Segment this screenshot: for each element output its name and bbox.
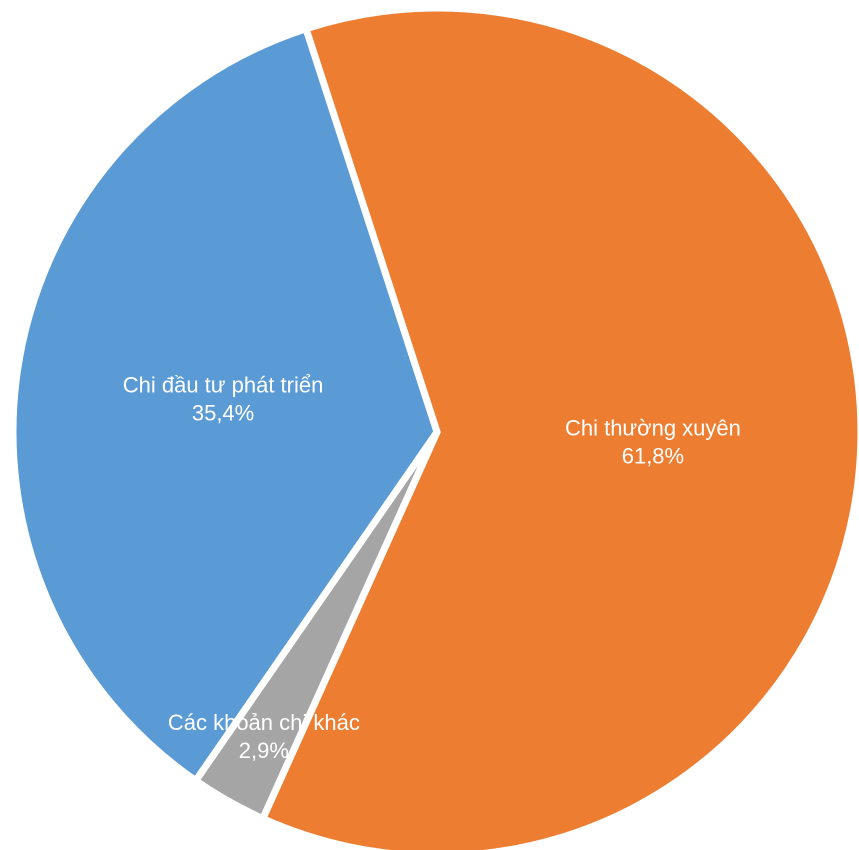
- slice-label: Chi đầu tư phát triển: [123, 372, 324, 397]
- slice-label: Các khoản chi khác: [168, 710, 360, 735]
- slice-value-label: 35,4%: [192, 400, 254, 425]
- slice-value-label: 2,9%: [239, 738, 289, 763]
- slice-label: Chi thường xuyên: [565, 416, 741, 441]
- pie-slice: [9, 24, 441, 786]
- slice-value-label: 61,8%: [622, 444, 684, 469]
